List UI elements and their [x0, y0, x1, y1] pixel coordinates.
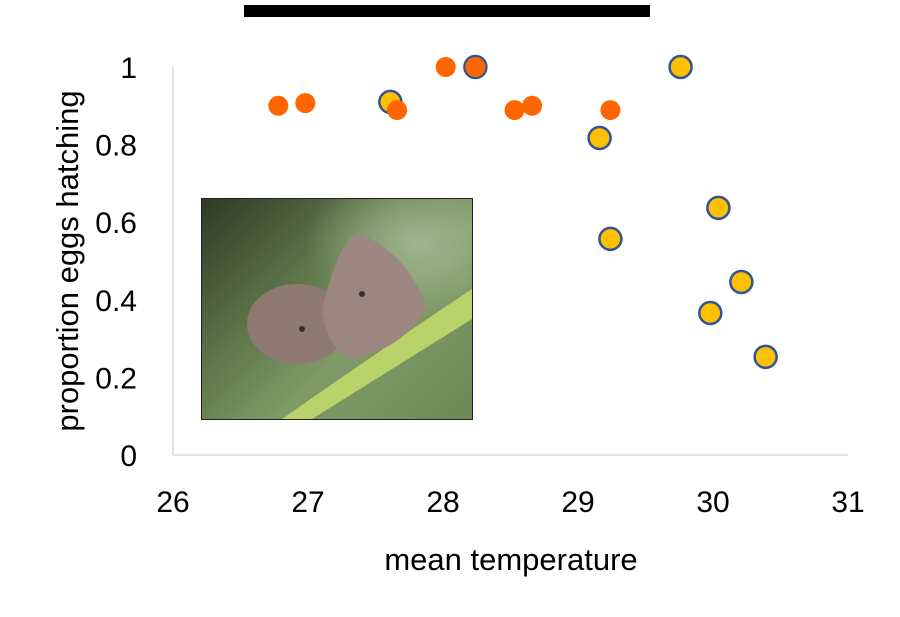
- x-tick-label: 27: [291, 486, 324, 519]
- x-axis-label: mean temperature: [384, 542, 637, 577]
- butterfly-photo: [201, 198, 473, 420]
- orange-data-point: [600, 100, 621, 121]
- orange-data-point: [522, 95, 543, 116]
- yellow-data-point: [598, 226, 623, 252]
- leaf-stem: [282, 289, 472, 419]
- x-tick-label: 28: [426, 486, 459, 519]
- y-tick-label: 0: [120, 440, 137, 473]
- y-tick-label: 0.2: [95, 362, 137, 395]
- x-tick-label: 29: [561, 486, 594, 519]
- butterfly-illustration: [247, 233, 472, 419]
- butterfly-wing: [247, 284, 347, 364]
- y-tick-label: 0.6: [95, 207, 137, 240]
- orange-data-point: [504, 100, 525, 121]
- x-tick-label: 30: [696, 486, 729, 519]
- y-tick-label: 1: [120, 52, 137, 85]
- y-tick-label: 0.4: [95, 285, 137, 318]
- redaction-bar: [244, 5, 650, 17]
- x-tick-label: 26: [156, 486, 189, 519]
- yellow-data-point: [706, 195, 731, 221]
- yellow-data-point: [729, 269, 754, 295]
- orange-data-point: [295, 93, 316, 114]
- orange-data-point: [387, 100, 408, 121]
- yellow-data-point: [753, 344, 778, 370]
- y-tick-label: 0.8: [95, 130, 137, 163]
- yellow-data-point: [587, 125, 612, 151]
- y-axis-label: proportion eggs hatching: [50, 90, 85, 431]
- orange-data-point: [268, 95, 289, 116]
- x-tick-label: 31: [831, 486, 864, 519]
- butterfly-wing: [322, 233, 427, 359]
- yellow-data-point: [698, 300, 723, 326]
- orange-data-point: [465, 57, 486, 77]
- yellow-data-point: [668, 54, 693, 80]
- orange-data-point: [435, 57, 456, 77]
